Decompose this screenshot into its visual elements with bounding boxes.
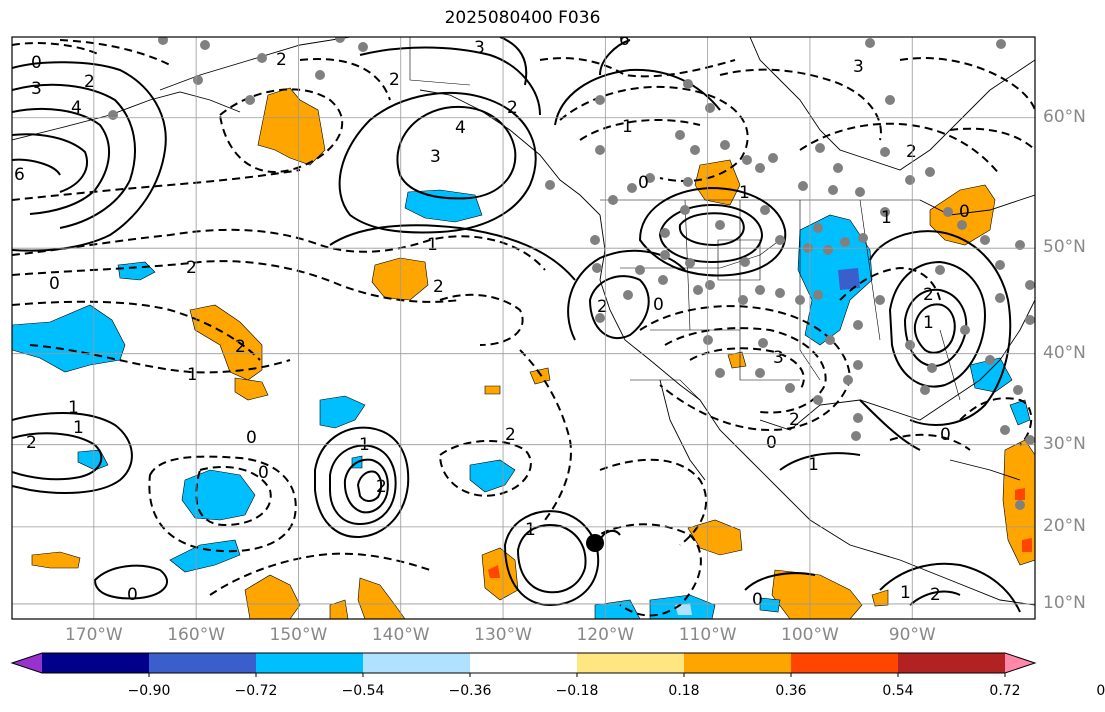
contour-label: 0 (638, 173, 649, 193)
contour-label: 0 (49, 274, 60, 294)
latitude-tick-label: 20°N (1043, 515, 1086, 536)
contour-label: 2 (597, 297, 608, 317)
storm-center-marker (586, 534, 604, 552)
colorbar-segment (256, 653, 364, 673)
contour-label: 1 (739, 183, 750, 203)
colorbar-min-extend (12, 653, 42, 673)
colorbar-max-extend (1005, 653, 1035, 673)
longitude-tick-label: 140°W (371, 625, 430, 645)
colorbar (10, 652, 1037, 677)
contour-label: 1 (900, 583, 911, 603)
contour-label: 1 (923, 313, 934, 333)
contour-label: 3 (430, 147, 441, 167)
contour-label: 3 (853, 57, 864, 77)
contour-label: 0 (31, 53, 42, 73)
contour-label: 1 (808, 455, 819, 475)
colorbar-segment (42, 653, 150, 673)
contour-label: 1 (525, 520, 536, 540)
colorbar-tick-label: −0.90 (127, 683, 171, 699)
colorbar-segment (149, 653, 257, 673)
colorbar-segment (363, 653, 471, 673)
shading-layer (12, 87, 1035, 619)
colorbar-tick-label: 0.54 (882, 683, 914, 699)
contour-label: 0 (246, 428, 257, 448)
latitude-tick-label: 60°N (1043, 106, 1086, 127)
contour-label: 2 (507, 98, 518, 118)
contour-label: 2 (26, 433, 37, 453)
map-title: 2025080400 F036 (444, 8, 601, 28)
contour-label: 1 (187, 365, 198, 385)
contour-label: 2 (505, 425, 516, 445)
map-frame (11, 36, 1036, 620)
station-dots (108, 37, 1035, 510)
contour-label: 2 (186, 258, 197, 278)
contour-label: 2 (276, 50, 287, 70)
contour-label: 2 (235, 337, 246, 357)
dashed-contours (12, 39, 1035, 617)
contour-label: 0 (959, 202, 970, 222)
contour-label: 2 (84, 72, 95, 92)
colorbar-tick-label: 0.72 (989, 683, 1021, 699)
contour-label: 2 (906, 142, 917, 162)
contour-label: 0 (258, 463, 269, 483)
latitude-tick-label: 50°N (1043, 237, 1086, 258)
longitude-tick-label: 100°W (781, 625, 839, 645)
contour-label: 2 (389, 70, 400, 90)
borders-layer (409, 37, 961, 401)
colorbar-segment (898, 653, 1006, 673)
colorbar-tick-label: 0.90 (1096, 683, 1105, 699)
colorbar-tick-label: 0.36 (775, 683, 807, 699)
contour-label: 4 (71, 98, 82, 118)
contour-label: 1 (622, 117, 633, 137)
colorbar-tick-label: −0.36 (448, 683, 492, 699)
gridlines (12, 37, 1035, 619)
contour-label: 1 (427, 235, 438, 255)
contour-label: 0 (766, 433, 777, 453)
longitude-tick-label: 110°W (678, 625, 737, 645)
contour-label: 2 (930, 585, 941, 605)
longitude-tick-label: 90°W (888, 625, 936, 645)
colorbar-tick-label: −0.18 (555, 683, 599, 699)
latitude-tick-label: 30°N (1043, 433, 1086, 454)
contour-label: 2 (376, 477, 387, 497)
contour-label: 3 (773, 348, 784, 368)
contour-label: 3 (31, 79, 42, 99)
colorbar-segment (470, 653, 578, 673)
contour-label: 0 (127, 585, 138, 605)
colorbar-segment (577, 653, 685, 673)
colorbar-tick-label: −0.72 (234, 683, 278, 699)
longitude-tick-label: 130°W (474, 625, 532, 645)
longitude-tick-label: 170°W (64, 625, 123, 645)
contour-label: 1 (73, 418, 84, 438)
contour-label: 4 (455, 118, 466, 138)
latitude-tick-label: 10°N (1043, 592, 1086, 613)
colorbar-segment (791, 653, 899, 673)
contour-label: 0 (653, 295, 664, 315)
contour-label: 1 (881, 208, 892, 228)
contour-label: 1 (68, 398, 79, 418)
contour-label: 3 (474, 38, 485, 58)
longitude-tick-label: 150°W (269, 625, 328, 645)
contour-label: 2 (433, 277, 444, 297)
coastline-layer (12, 37, 1035, 606)
colorbar-outline (10, 652, 1037, 674)
colorbar-tick-label: 0.18 (668, 683, 700, 699)
colorbar-tick-label: −0.54 (341, 683, 385, 699)
contour-label: 6 (14, 165, 25, 185)
contour-label: 6 (619, 30, 630, 50)
longitude-tick-label: 120°W (576, 625, 635, 645)
contour-label: 2 (923, 285, 934, 305)
contour-label: 2 (789, 410, 800, 430)
colorbar-segment (684, 653, 792, 673)
longitude-tick-label: 160°W (167, 625, 226, 645)
contour-label: 0 (940, 425, 951, 445)
latitude-tick-label: 40°N (1043, 342, 1086, 363)
contour-label: 0 (752, 590, 763, 610)
map-background (12, 37, 1035, 619)
